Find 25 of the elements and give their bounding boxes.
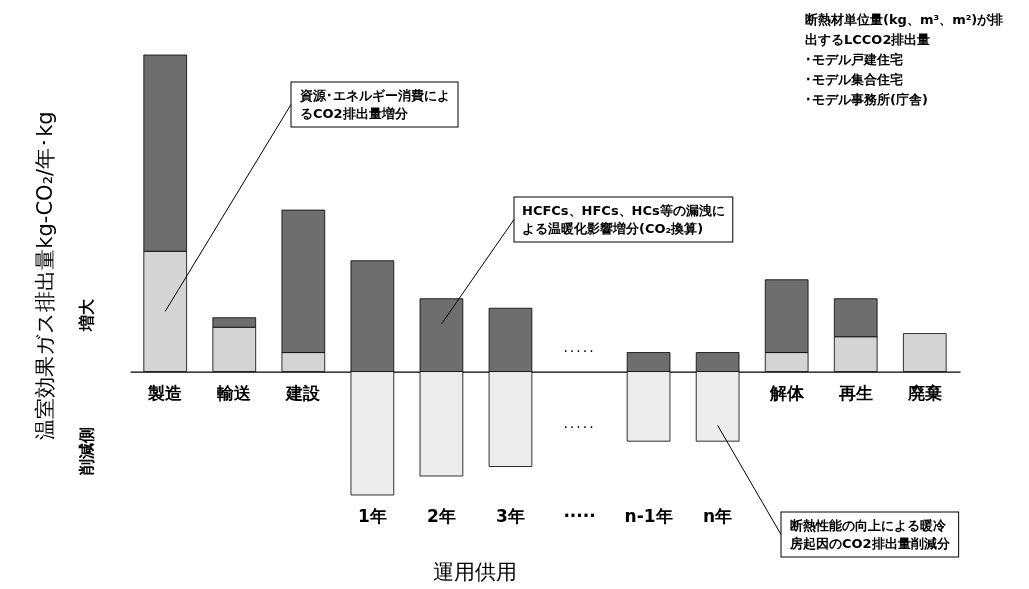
x-tick-label: 解体 bbox=[768, 382, 805, 403]
x-tick-label: 1年 bbox=[357, 506, 387, 526]
annotation: ･モデル事務所(庁舎) bbox=[805, 92, 928, 107]
y-axis-title: 温室効果ガス排出量kg-CO₂/年･kg bbox=[32, 111, 57, 440]
x-tick-label: ····· bbox=[563, 506, 596, 526]
text: 削減側 bbox=[77, 426, 96, 476]
x-tick-label: 2年 bbox=[427, 506, 456, 526]
x-axis-title: 運用供用 bbox=[433, 560, 517, 584]
x-tick-label: 建設 bbox=[284, 382, 322, 403]
x-tick-label: 3年 bbox=[496, 506, 525, 526]
x-tick-label: n年 bbox=[703, 506, 733, 526]
x-tick-label: 製造 bbox=[147, 382, 183, 403]
text: 断熱材単位量(kg、m³、m²)が排出するLCCO2排出量 bbox=[805, 12, 1004, 47]
annotation: ･モデル戸建住宅 bbox=[805, 52, 903, 67]
annotation: ····· bbox=[563, 342, 596, 359]
x-tick-label: 廃棄 bbox=[906, 382, 942, 403]
text: 断熱性能の向上による暖冷房起因のCO2排出量削減分 bbox=[789, 518, 951, 551]
x-tick-label: n-1年 bbox=[624, 506, 673, 526]
text: 増大 bbox=[77, 297, 96, 332]
annotation: 資源･エネルギー消費によるCO2排出量増分 bbox=[299, 88, 450, 121]
x-tick-label: 輸送 bbox=[216, 382, 252, 403]
x-tick-label: 再生 bbox=[837, 382, 873, 403]
annotation: HCFCs、HFCs、HCs等の漏洩による温暖化影響増分(CO₂換算) bbox=[522, 203, 725, 236]
annotation: ····· bbox=[563, 418, 596, 435]
annotation: ･モデル集合住宅 bbox=[805, 72, 903, 87]
